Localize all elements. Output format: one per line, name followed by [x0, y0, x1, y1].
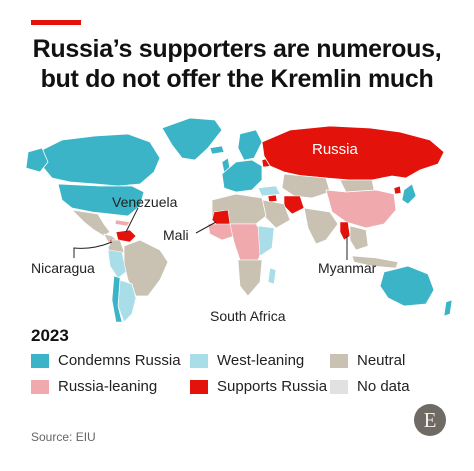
legend-row-2: Russia-leaning Supports Russia No data	[31, 378, 451, 404]
australia	[379, 265, 435, 307]
legend-label: West-leaning	[217, 352, 305, 369]
peru-bolivia	[107, 249, 127, 279]
legend-swatch	[330, 353, 348, 368]
world-map-svg: Russia Venezuela Mali Nicaragua Myanmar …	[25, 117, 453, 324]
mexico	[70, 209, 111, 237]
legend-item-condemns: Condemns Russia	[31, 352, 181, 369]
chile	[111, 275, 123, 323]
accent-bar	[31, 20, 81, 25]
economist-logo: E	[414, 404, 446, 436]
legend-label: Neutral	[357, 352, 406, 369]
alaska	[25, 147, 49, 173]
legend-swatch	[31, 353, 49, 368]
mali	[211, 209, 231, 227]
myanmar	[339, 221, 351, 241]
greenland	[161, 117, 223, 161]
legend-item-neutral: Neutral	[330, 352, 405, 369]
united-states	[57, 183, 145, 217]
legend-label: No data	[357, 378, 410, 395]
world-map: Russia Venezuela Mali Nicaragua Myanmar …	[0, 100, 474, 335]
chart-title: Russia’s supporters are numerous, but do…	[0, 34, 474, 94]
madagascar	[267, 267, 277, 285]
source-note: Source: EIU	[31, 430, 96, 444]
europe	[221, 159, 263, 193]
north-korea	[393, 185, 402, 195]
legend-swatch	[190, 353, 208, 368]
central-asia	[281, 173, 331, 199]
legend-label: Russia-leaning	[58, 378, 158, 395]
legend-swatch	[190, 379, 208, 394]
nicaragua-leader-line	[73, 241, 113, 258]
legend-year: 2023	[31, 326, 69, 345]
russia	[261, 125, 445, 181]
scandinavia	[237, 129, 263, 161]
turkey	[257, 185, 281, 197]
southern-africa	[237, 259, 263, 297]
mali-leader-line	[195, 221, 217, 234]
label-russia: Russia	[312, 141, 359, 158]
label-south-africa: South Africa	[210, 308, 286, 324]
legend-label: Condemns Russia	[58, 352, 181, 369]
title-line-2: but do not offer the Kremlin much	[40, 65, 434, 93]
legend-item-supports: Supports Russia	[190, 378, 327, 395]
cuba	[114, 219, 131, 227]
label-myanmar: Myanmar	[318, 260, 377, 276]
india	[303, 207, 339, 245]
title-line-1: Russia’s supporters are numerous,	[32, 35, 442, 63]
canada	[37, 133, 161, 187]
label-venezuela: Venezuela	[112, 194, 178, 210]
syria	[267, 194, 278, 203]
china	[325, 189, 397, 229]
legend-item-no-data: No data	[330, 378, 410, 395]
legend-row-1: Condemns Russia West-leaning Neutral	[31, 352, 451, 378]
label-mali: Mali	[163, 227, 189, 243]
legend-item-russia-leaning: Russia-leaning	[31, 378, 157, 395]
legend-swatch	[31, 379, 49, 394]
legend-swatch	[330, 379, 348, 394]
iceland	[209, 145, 225, 155]
japan	[401, 183, 417, 205]
indonesia	[351, 255, 399, 269]
new-zealand	[443, 299, 453, 317]
legend-label: Supports Russia	[217, 378, 328, 395]
legend: Condemns Russia West-leaning Neutral Rus…	[31, 352, 451, 404]
legend-item-west-leaning: West-leaning	[190, 352, 304, 369]
venezuela	[115, 229, 137, 243]
label-nicaragua: Nicaragua	[31, 260, 95, 276]
east-africa	[257, 225, 275, 257]
southeast-asia	[349, 225, 369, 251]
venezuela-leader-line	[125, 207, 139, 233]
